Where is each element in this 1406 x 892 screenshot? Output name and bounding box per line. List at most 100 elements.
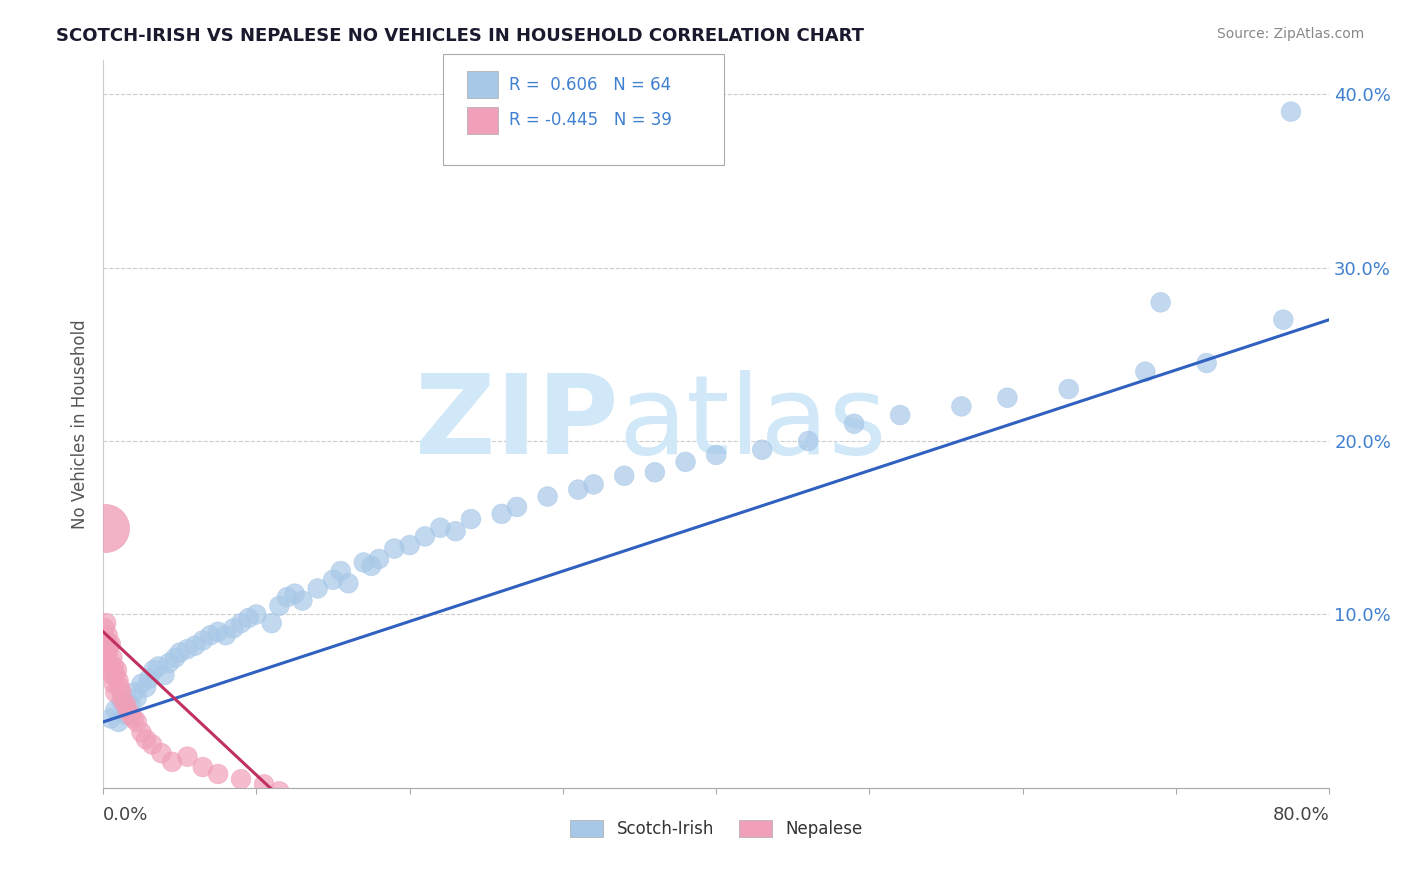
Point bbox=[104, 685, 127, 699]
Point bbox=[1279, 104, 1302, 119]
Point bbox=[122, 685, 145, 699]
Point bbox=[93, 521, 115, 535]
Point bbox=[842, 417, 865, 431]
Point bbox=[200, 628, 222, 642]
Point bbox=[101, 650, 124, 665]
Point bbox=[429, 521, 451, 535]
Point bbox=[276, 590, 298, 604]
Point bbox=[269, 599, 291, 613]
Point bbox=[98, 639, 121, 653]
Point bbox=[110, 694, 132, 708]
Point bbox=[950, 400, 973, 414]
Point bbox=[117, 703, 139, 717]
Point bbox=[582, 477, 605, 491]
Point bbox=[97, 646, 120, 660]
Point bbox=[100, 711, 122, 725]
Point bbox=[110, 685, 132, 699]
Point bbox=[260, 616, 283, 631]
Point bbox=[215, 628, 238, 642]
Text: Source: ZipAtlas.com: Source: ZipAtlas.com bbox=[1216, 27, 1364, 41]
Point bbox=[93, 621, 115, 635]
Point bbox=[125, 690, 148, 705]
Point bbox=[245, 607, 267, 622]
Point bbox=[165, 650, 187, 665]
Point bbox=[1057, 382, 1080, 396]
Point bbox=[150, 746, 173, 760]
Point bbox=[889, 408, 911, 422]
Point bbox=[135, 680, 157, 694]
Point bbox=[141, 738, 163, 752]
Point bbox=[101, 668, 124, 682]
Point bbox=[157, 656, 180, 670]
Point bbox=[229, 772, 252, 787]
Point bbox=[107, 673, 129, 688]
Y-axis label: No Vehicles in Household: No Vehicles in Household bbox=[72, 319, 89, 529]
Point bbox=[413, 529, 436, 543]
Point bbox=[444, 524, 467, 539]
Point bbox=[1272, 312, 1295, 326]
Point bbox=[360, 558, 382, 573]
Point bbox=[269, 784, 291, 798]
Point bbox=[184, 639, 207, 653]
Point bbox=[613, 468, 636, 483]
Point bbox=[506, 500, 529, 514]
Point bbox=[238, 611, 260, 625]
Point bbox=[142, 663, 165, 677]
Text: R = -0.445   N = 39: R = -0.445 N = 39 bbox=[509, 112, 672, 129]
Point bbox=[131, 725, 153, 739]
Legend: Scotch-Irish, Nepalese: Scotch-Irish, Nepalese bbox=[562, 814, 869, 845]
Point bbox=[96, 633, 118, 648]
Point bbox=[997, 391, 1019, 405]
Point bbox=[107, 714, 129, 729]
Point bbox=[96, 616, 118, 631]
Point bbox=[104, 668, 127, 682]
Point bbox=[169, 646, 191, 660]
Point bbox=[207, 767, 229, 781]
Point bbox=[1150, 295, 1173, 310]
Point bbox=[153, 668, 176, 682]
Point bbox=[329, 564, 352, 578]
Point bbox=[105, 663, 128, 677]
Point bbox=[191, 760, 214, 774]
Point bbox=[382, 541, 405, 556]
Point bbox=[1195, 356, 1218, 370]
Text: SCOTCH-IRISH VS NEPALESE NO VEHICLES IN HOUSEHOLD CORRELATION CHART: SCOTCH-IRISH VS NEPALESE NO VEHICLES IN … bbox=[56, 27, 865, 45]
Point bbox=[135, 732, 157, 747]
Point bbox=[368, 552, 391, 566]
Point bbox=[229, 616, 252, 631]
Point bbox=[1135, 365, 1157, 379]
Point bbox=[307, 582, 329, 596]
Text: ZIP: ZIP bbox=[415, 370, 619, 477]
Point bbox=[222, 621, 245, 635]
Point bbox=[337, 576, 360, 591]
Point bbox=[160, 755, 183, 769]
Text: 80.0%: 80.0% bbox=[1272, 806, 1329, 824]
Point bbox=[120, 708, 142, 723]
Point bbox=[98, 656, 121, 670]
Point bbox=[353, 556, 375, 570]
Point bbox=[108, 680, 131, 694]
Point bbox=[115, 698, 138, 712]
Point bbox=[103, 659, 125, 673]
Point bbox=[191, 633, 214, 648]
Point bbox=[125, 714, 148, 729]
Point bbox=[115, 708, 138, 723]
Text: atlas: atlas bbox=[619, 370, 887, 477]
Point bbox=[96, 650, 118, 665]
Point bbox=[536, 490, 558, 504]
Point bbox=[253, 777, 276, 791]
Point bbox=[291, 593, 314, 607]
Point bbox=[120, 698, 142, 712]
Point bbox=[131, 677, 153, 691]
Point bbox=[176, 749, 198, 764]
Point bbox=[460, 512, 482, 526]
Point bbox=[675, 455, 697, 469]
Point bbox=[797, 434, 820, 448]
Point bbox=[567, 483, 589, 497]
Point bbox=[93, 663, 115, 677]
Point bbox=[176, 642, 198, 657]
Point bbox=[100, 659, 122, 673]
Point bbox=[207, 624, 229, 639]
Point bbox=[100, 637, 122, 651]
Point bbox=[644, 465, 666, 479]
